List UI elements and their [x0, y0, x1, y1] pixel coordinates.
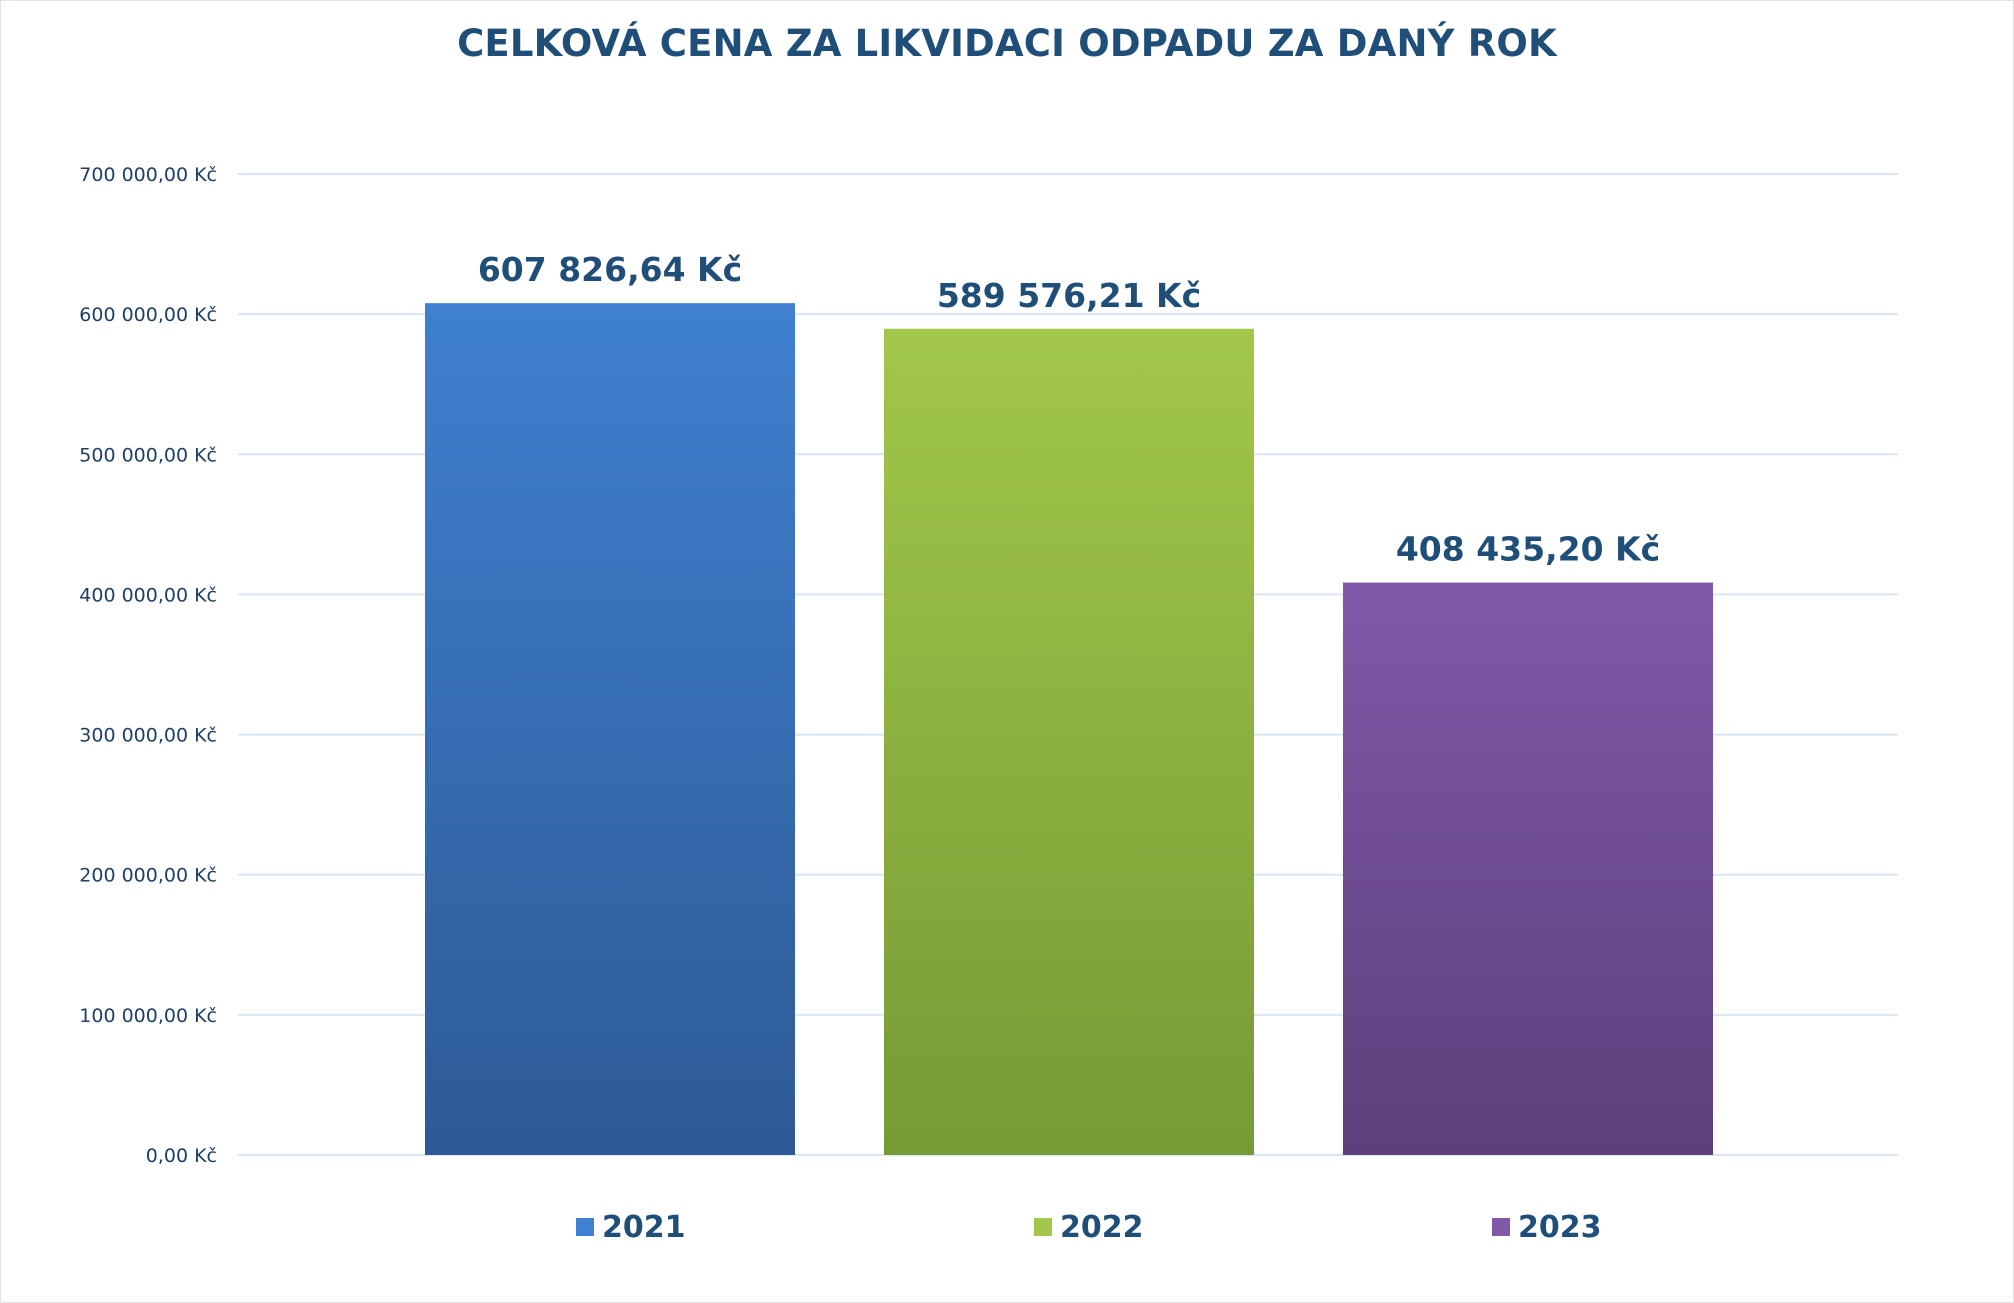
bars [425, 303, 1713, 1155]
legend-label-2022: 2022 [1060, 1210, 1144, 1245]
data-label-2021: 607 826,64 Kč [478, 250, 742, 289]
legend-label-2021: 2021 [602, 1210, 686, 1245]
y-tick-label: 700 000,00 Kč [79, 164, 217, 186]
y-tick-label: 500 000,00 Kč [79, 444, 217, 466]
y-tick-label: 600 000,00 Kč [79, 304, 217, 326]
y-tick-label: 300 000,00 Kč [79, 725, 217, 747]
legend: 2021 2022 2023 [576, 1210, 1602, 1245]
data-label-2023: 408 435,20 Kč [1396, 530, 1660, 569]
y-tick-label: 100 000,00 Kč [79, 1005, 217, 1027]
y-tick-label: 200 000,00 Kč [79, 865, 217, 887]
y-tick-label: 0,00 Kč [146, 1145, 217, 1167]
bar-2023 [1343, 582, 1713, 1155]
legend-label-2023: 2023 [1518, 1210, 1602, 1245]
y-tick-label: 400 000,00 Kč [79, 584, 217, 606]
y-axis-ticks: 0,00 Kč 100 000,00 Kč 200 000,00 Kč 300 000… [79, 164, 217, 1167]
chart-title: CELKOVÁ CENA ZA LIKVIDACI ODPADU ZA DANÝ… [457, 22, 1557, 65]
data-label-2022: 589 576,21 Kč [937, 276, 1201, 315]
bar-2021 [425, 303, 795, 1155]
legend-swatch-2023 [1492, 1218, 1510, 1236]
legend-swatch-2022 [1034, 1218, 1052, 1236]
data-labels: 607 826,64 Kč 589 576,21 Kč 408 435,20 Kč [478, 250, 1660, 568]
bar-2022 [884, 328, 1254, 1155]
legend-swatch-2021 [576, 1218, 594, 1236]
